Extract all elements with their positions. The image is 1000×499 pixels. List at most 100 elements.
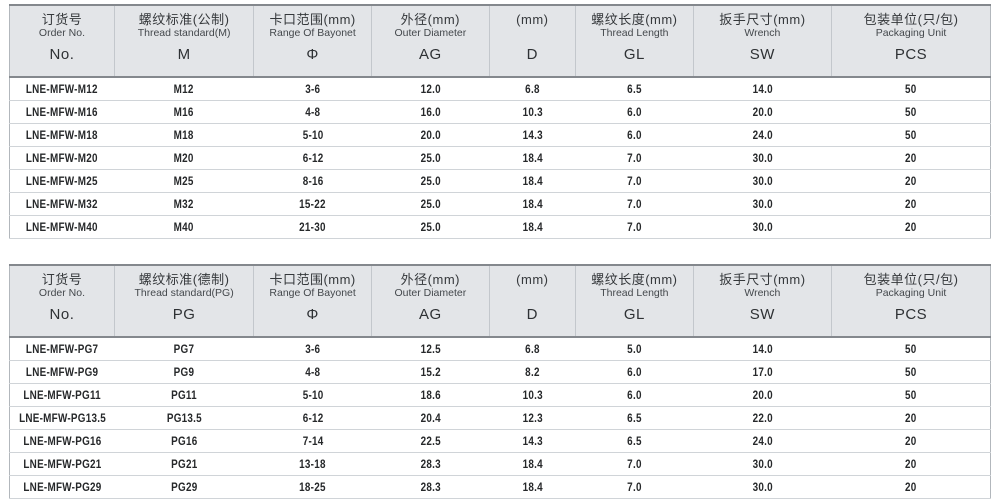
table-cell: 6-12 bbox=[253, 146, 372, 170]
table-cell: 6.0 bbox=[575, 123, 694, 147]
cell-value: 14.3 bbox=[522, 130, 543, 142]
table-cell: 18.6 bbox=[371, 383, 490, 407]
table-cell: 50 bbox=[831, 100, 991, 124]
column-header-zh: 螺纹标准(德制) bbox=[138, 272, 230, 287]
table-cell: 18.4 bbox=[489, 215, 576, 239]
table-cell: 50 bbox=[831, 77, 991, 101]
table-cell: 18.4 bbox=[489, 452, 576, 476]
table-cell: 20 bbox=[831, 429, 991, 453]
cell-value: LNE-MFW-PG9 bbox=[26, 367, 99, 379]
table-cell: 50 bbox=[831, 360, 991, 384]
column-header-zh: 订货号 bbox=[41, 12, 83, 27]
column-header-symbol: No. bbox=[49, 306, 75, 323]
column-header-symbol: AG bbox=[418, 306, 442, 323]
table-row: LNE-MFW-M18 M18 5-10 20.0 14.3 6.0 24.0 50 bbox=[9, 123, 991, 147]
order-no-cell: LNE-MFW-PG16 bbox=[9, 429, 115, 453]
cell-value: 20 bbox=[905, 176, 917, 188]
column-header: 外径(mm) Outer Diameter AG bbox=[370, 4, 490, 78]
cell-value: M25 bbox=[174, 176, 195, 188]
cell-value: PG7 bbox=[173, 344, 195, 356]
table-cell: M20 bbox=[114, 146, 254, 170]
cell-value: 6.5 bbox=[627, 413, 642, 425]
table-cell: PG29 bbox=[114, 475, 254, 499]
column-header-en: Order No. bbox=[38, 27, 86, 39]
cell-value: 12.0 bbox=[420, 84, 441, 96]
column-header: 扳手尺寸(mm) Wrench SW bbox=[692, 264, 832, 338]
table-cell: 28.3 bbox=[371, 452, 490, 476]
order-no-cell: LNE-MFW-M12 bbox=[9, 77, 115, 101]
table-cell: PG11 bbox=[114, 383, 254, 407]
cell-value: 8.2 bbox=[525, 367, 540, 379]
column-header-zh: 螺纹长度(mm) bbox=[591, 12, 678, 27]
column-header-zh: 扳手尺寸(mm) bbox=[719, 272, 806, 287]
cell-value: LNE-MFW-M12 bbox=[26, 84, 99, 96]
table-cell: 50 bbox=[831, 337, 991, 361]
table-cell: 24.0 bbox=[693, 123, 832, 147]
table-cell: 5-10 bbox=[253, 123, 372, 147]
table-cell: PG16 bbox=[114, 429, 254, 453]
cell-value: PG9 bbox=[173, 367, 195, 379]
table-cell: 7.0 bbox=[575, 169, 694, 193]
table-cell: PG21 bbox=[114, 452, 254, 476]
cell-value: 50 bbox=[905, 107, 917, 119]
table-cell: 6.8 bbox=[489, 337, 576, 361]
cell-value: 7.0 bbox=[627, 176, 642, 188]
column-header-symbol: GL bbox=[623, 46, 645, 63]
table-cell: 7.0 bbox=[575, 475, 694, 499]
table-cell: 20.0 bbox=[693, 100, 832, 124]
table-cell: 20 bbox=[831, 215, 991, 239]
cell-value: 6.0 bbox=[627, 130, 642, 142]
cell-value: 6.0 bbox=[627, 367, 642, 379]
table-cell: 18.4 bbox=[489, 146, 576, 170]
table-cell: 30.0 bbox=[693, 146, 832, 170]
column-header-zh: (mm) bbox=[516, 272, 549, 287]
cell-value: LNE-MFW-PG21 bbox=[23, 459, 102, 471]
cell-value: 24.0 bbox=[752, 130, 773, 142]
table-cell: 3-6 bbox=[253, 77, 372, 101]
cell-value: 24.0 bbox=[752, 436, 773, 448]
column-header-zh: 扳手尺寸(mm) bbox=[719, 12, 806, 27]
cell-value: PG11 bbox=[171, 390, 197, 402]
column-header-symbol: GL bbox=[623, 306, 645, 323]
table-cell: 30.0 bbox=[693, 215, 832, 239]
cell-value: 18.4 bbox=[522, 199, 543, 211]
cell-value: 20 bbox=[905, 222, 917, 234]
order-no-cell: LNE-MFW-M25 bbox=[9, 169, 115, 193]
column-header-zh: 卡口范围(mm) bbox=[269, 12, 356, 27]
cell-value: 20.0 bbox=[420, 130, 441, 142]
cell-value: 5.0 bbox=[627, 344, 642, 356]
column-header-en: Order No. bbox=[38, 287, 86, 299]
table-cell: M32 bbox=[114, 192, 254, 216]
cell-value: 16.0 bbox=[420, 107, 441, 119]
cell-value: 20 bbox=[905, 153, 917, 165]
table-cell: 10.3 bbox=[489, 383, 576, 407]
column-header: 扳手尺寸(mm) Wrench SW bbox=[692, 4, 832, 78]
cell-value: 22.5 bbox=[420, 436, 441, 448]
column-header-zh: 外径(mm) bbox=[400, 272, 460, 287]
column-header-zh: 外径(mm) bbox=[400, 12, 460, 27]
cell-value: 22.0 bbox=[752, 413, 773, 425]
column-header-en: Packaging Unit bbox=[875, 27, 947, 39]
column-header-symbol: D bbox=[526, 46, 539, 63]
table-cell: 6.0 bbox=[575, 100, 694, 124]
cell-value: M40 bbox=[174, 222, 195, 234]
column-header-en: Outer Diameter bbox=[394, 287, 467, 299]
table-cell: 20 bbox=[831, 475, 991, 499]
cell-value: 7.0 bbox=[627, 199, 642, 211]
column-header-symbol: M bbox=[177, 46, 191, 63]
cell-value: 30.0 bbox=[752, 459, 773, 471]
cell-value: 6-12 bbox=[302, 413, 324, 425]
cell-value: 30.0 bbox=[752, 153, 773, 165]
column-header: 外径(mm) Outer Diameter AG bbox=[370, 264, 490, 338]
table-cell: 21-30 bbox=[253, 215, 372, 239]
table-cell: 30.0 bbox=[693, 452, 832, 476]
cell-value: 6.0 bbox=[627, 390, 642, 402]
table-cell: 50 bbox=[831, 123, 991, 147]
column-header: 螺纹长度(mm) Thread Length GL bbox=[575, 264, 694, 338]
cell-value: 50 bbox=[905, 390, 917, 402]
table-cell: 6.8 bbox=[489, 77, 576, 101]
table-cell: 25.0 bbox=[371, 192, 490, 216]
table-cell: 15.2 bbox=[371, 360, 490, 384]
table-cell: 20 bbox=[831, 169, 991, 193]
table-cell: 7.0 bbox=[575, 192, 694, 216]
